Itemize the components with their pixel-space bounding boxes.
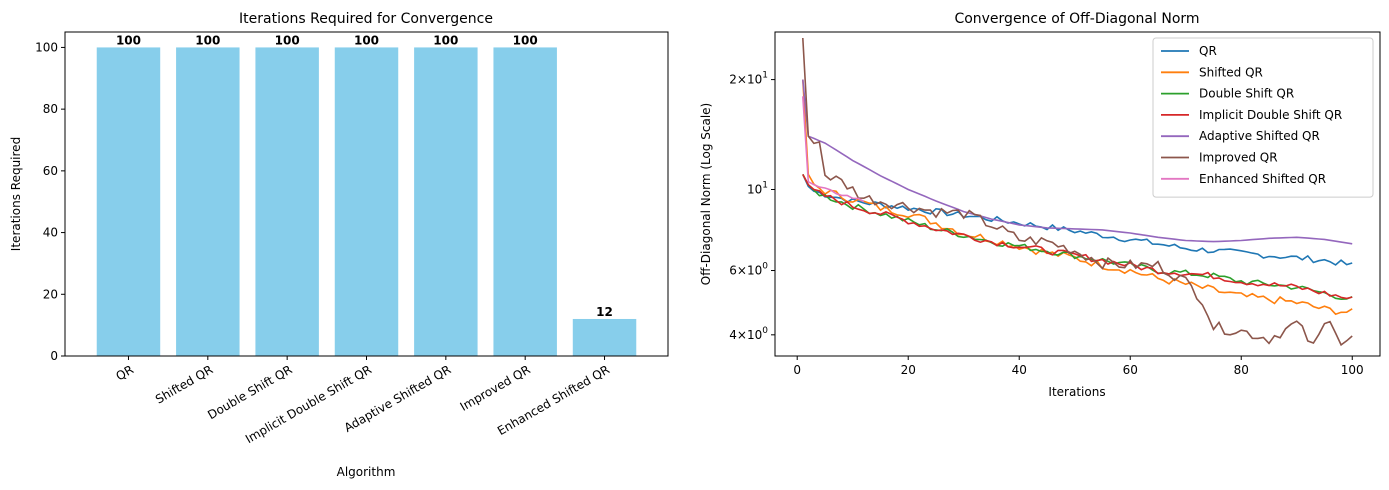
bar-shifted-qr — [176, 47, 240, 357]
data-label-adaptive-shifted-qr: 100 — [433, 33, 458, 47]
y-tick-label: 100 — [35, 40, 58, 54]
bar-chart-title: Iterations Required for Convergence — [239, 11, 493, 27]
series-line-double-shift-qr — [802, 174, 1353, 301]
legend-entry-enhanced-shifted-qr: Enhanced Shifted QR — [1199, 172, 1326, 186]
y-tick-label: 2×101 — [729, 71, 768, 87]
series-line-shifted-qr — [802, 79, 1353, 316]
y-tick-label: 80 — [43, 102, 58, 116]
legend-entry-adaptive-shifted-qr: Adaptive Shifted QR — [1199, 129, 1320, 143]
line-chart: Convergence of Off-Diagonal Norm 4×100 6×… — [699, 11, 1381, 399]
x-tick-label: QR — [114, 362, 136, 383]
y-tick-label: 0 — [50, 349, 58, 363]
series-line-enhanced-shifted-qr — [802, 96, 865, 203]
data-label-double-shift-qr: 100 — [275, 33, 300, 47]
line-chart-title: Convergence of Off-Diagonal Norm — [954, 11, 1199, 27]
data-label-improved-qr: 100 — [513, 33, 538, 47]
bar-chart: Iterations Required for Convergence 100 1… — [9, 11, 669, 479]
y-tick-label: 60 — [43, 164, 58, 178]
line-chart-xlabel: Iterations — [1048, 385, 1105, 399]
x-tick-label: Shifted QR — [153, 362, 215, 406]
legend-frame — [1152, 37, 1374, 198]
legend-entry-shifted-qr: Shifted QR — [1199, 65, 1263, 79]
series-line-adaptive-shifted-qr — [802, 79, 1353, 245]
x-tick-label: Improved QR — [458, 362, 533, 413]
x-tick-label: 0 — [793, 363, 801, 377]
x-tick-label: 60 — [1123, 363, 1138, 377]
y-tick-label: 20 — [43, 287, 58, 301]
bar-implicit-double-shift-qr — [334, 47, 399, 357]
x-tick-label: 20 — [901, 363, 916, 377]
y-tick-label: 4×100 — [729, 326, 768, 342]
x-tick-label: 100 — [1341, 363, 1364, 377]
bar-qr — [96, 47, 161, 357]
data-label-qr: 100 — [116, 33, 141, 47]
y-tick-label: 6×100 — [729, 262, 768, 278]
data-label-shifted-qr: 100 — [195, 33, 220, 47]
legend-entry-improved-qr: Improved QR — [1199, 151, 1278, 165]
x-tick-label: 40 — [1012, 363, 1027, 377]
bar-adaptive-shifted-qr — [414, 47, 478, 357]
data-label-enhanced-shifted-qr: 12 — [596, 305, 613, 319]
series-line-improved-qr — [802, 37, 1353, 347]
line-chart-ylabel: Off-Diagonal Norm (Log Scale) — [699, 103, 713, 285]
bar-chart-frame — [64, 31, 669, 357]
x-tick-label: 80 — [1234, 363, 1249, 377]
bar-improved-qr — [493, 47, 557, 357]
legend: QR Shifted QR Double Shift QR Implicit Doub… — [1152, 37, 1374, 198]
legend-entry-double-shift-qr: Double Shift QR — [1199, 87, 1294, 101]
series-line-implicit-double-shift-qr — [802, 174, 1353, 300]
legend-entry-qr: QR — [1199, 44, 1217, 58]
legend-entry-implicit-double-shift-qr: Implicit Double Shift QR — [1199, 108, 1342, 122]
bar-enhanced-shifted-qr — [572, 318, 637, 356]
x-tick-label: Implicit Double Shift QR — [243, 362, 374, 446]
y-tick-label: 40 — [43, 226, 58, 240]
bar-chart-xlabel: Algorithm — [337, 465, 396, 479]
line-chart-frame — [774, 31, 1381, 357]
y-tick-label: 101 — [747, 181, 768, 197]
bar-double-shift-qr — [255, 47, 319, 357]
bar-chart-ylabel: Iterations Required — [9, 137, 23, 251]
data-label-implicit-double-shift-qr: 100 — [354, 33, 379, 47]
